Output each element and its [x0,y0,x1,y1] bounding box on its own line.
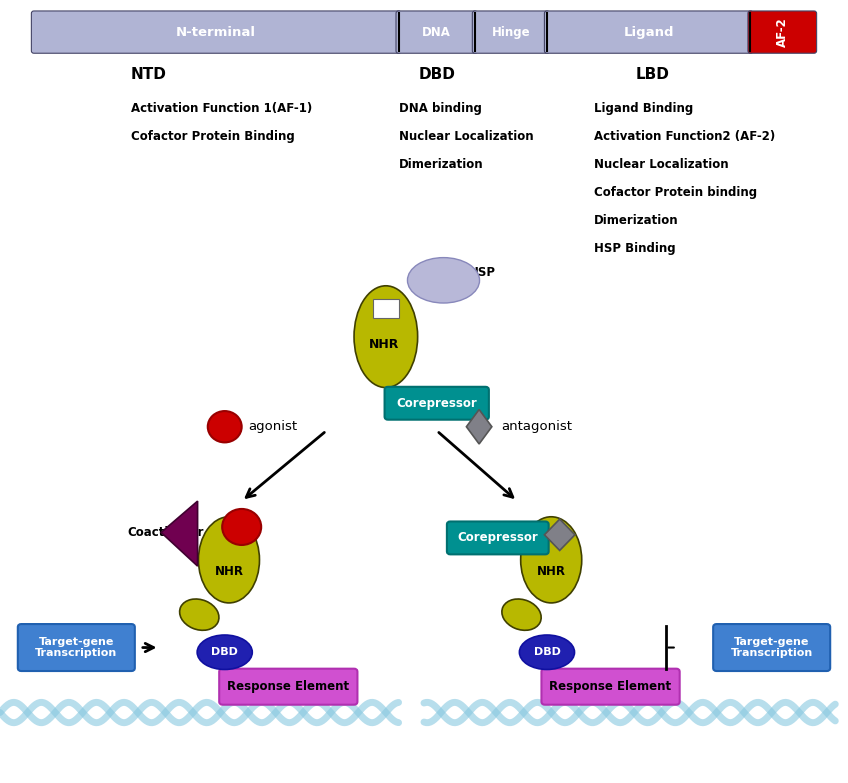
Text: Ligand: Ligand [623,26,674,38]
Polygon shape [544,519,575,550]
Ellipse shape [180,599,219,630]
FancyBboxPatch shape [541,669,680,705]
FancyBboxPatch shape [31,11,401,53]
Text: DBD: DBD [418,67,455,82]
Text: NHR: NHR [215,565,243,578]
Text: Cofactor Protein binding: Cofactor Protein binding [594,186,756,199]
Circle shape [208,411,242,442]
FancyBboxPatch shape [373,299,399,318]
Text: Dimerization: Dimerization [399,158,483,171]
Ellipse shape [197,635,253,669]
Text: Dimerization: Dimerization [594,215,678,227]
FancyBboxPatch shape [18,624,135,671]
Ellipse shape [354,286,418,388]
Text: Target-gene
Transcription: Target-gene Transcription [36,637,117,659]
Text: Activation Function2 (AF-2): Activation Function2 (AF-2) [594,130,775,143]
Ellipse shape [502,599,541,630]
Text: DNA binding: DNA binding [399,102,482,114]
Circle shape [222,509,261,545]
Text: HSP: HSP [469,266,496,279]
Text: LBD: LBD [636,67,670,82]
Text: Corepressor: Corepressor [457,532,538,544]
Text: Nuclear Localization: Nuclear Localization [399,130,533,143]
Ellipse shape [521,517,582,603]
FancyBboxPatch shape [384,387,488,420]
FancyBboxPatch shape [396,11,477,53]
Text: Target-gene
Transcription: Target-gene Transcription [731,637,812,659]
FancyBboxPatch shape [447,521,549,554]
Polygon shape [161,501,198,566]
Polygon shape [466,410,492,444]
Text: HSP Binding: HSP Binding [594,243,675,255]
Text: Nuclear Localization: Nuclear Localization [594,158,728,171]
Text: DBD: DBD [533,648,561,657]
FancyBboxPatch shape [472,11,550,53]
FancyBboxPatch shape [713,624,830,671]
Text: Response Element: Response Element [550,680,672,693]
Text: Ligand Binding: Ligand Binding [594,102,693,114]
Text: DNA: DNA [422,26,451,38]
Text: NHR: NHR [537,565,566,578]
Text: AF-2: AF-2 [776,17,789,47]
Text: Coactivator: Coactivator [127,526,204,539]
Text: NTD: NTD [131,67,166,82]
FancyBboxPatch shape [544,11,753,53]
Text: Cofactor Protein Binding: Cofactor Protein Binding [131,130,295,143]
Text: Response Element: Response Element [227,680,349,693]
Text: N-terminal: N-terminal [176,26,256,38]
FancyBboxPatch shape [748,11,817,53]
Text: Hinge: Hinge [492,26,530,38]
Ellipse shape [407,258,480,303]
Text: Activation Function 1(AF-1): Activation Function 1(AF-1) [131,102,313,114]
Text: NHR: NHR [369,338,399,351]
Text: DBD: DBD [211,648,238,657]
FancyBboxPatch shape [219,669,358,705]
Ellipse shape [198,517,259,603]
Text: agonist: agonist [248,420,298,433]
Text: antagonist: antagonist [501,420,572,433]
Ellipse shape [519,635,575,669]
Text: Corepressor: Corepressor [396,397,477,410]
